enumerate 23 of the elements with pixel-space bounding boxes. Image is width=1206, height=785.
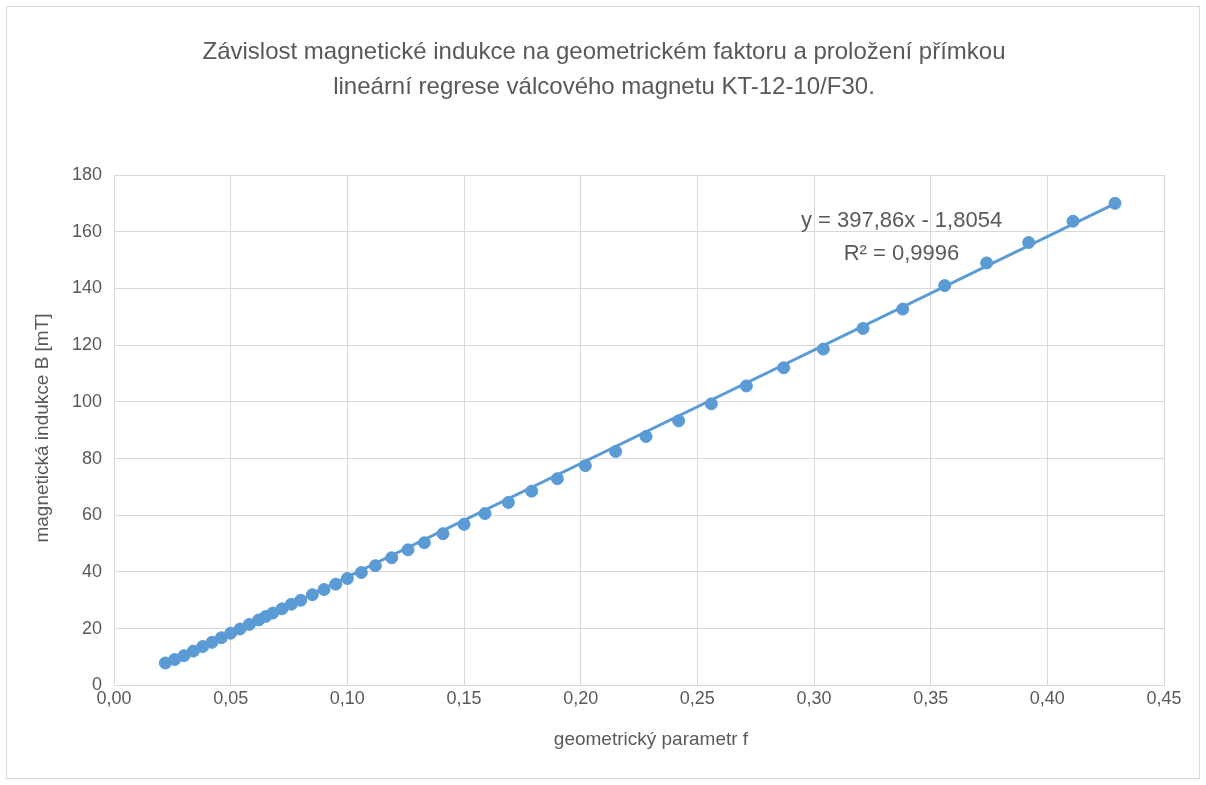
annotation: R² = 0,9996 bbox=[843, 240, 960, 265]
y-axis-title: magnetická indukce B [mT] bbox=[31, 313, 53, 543]
x-axis-title: geometrický parametr f bbox=[552, 728, 750, 750]
y-tick-label: 80 bbox=[82, 447, 103, 468]
x-tick-label: 0,45 bbox=[1146, 688, 1182, 709]
y-tick-label: 100 bbox=[71, 390, 103, 411]
y-tick-label: 140 bbox=[71, 277, 103, 298]
x-tick-label: 0,10 bbox=[329, 688, 365, 709]
x-tick-label: 0,30 bbox=[796, 688, 832, 709]
y-tick-label: 60 bbox=[82, 504, 103, 525]
x-tick-label: 0,20 bbox=[563, 688, 599, 709]
y-tick-label: 160 bbox=[71, 220, 103, 241]
x-tick-label: 0,15 bbox=[446, 688, 482, 709]
x-tick-label: 0,25 bbox=[679, 688, 715, 709]
y-tick-label: 120 bbox=[71, 334, 103, 355]
y-tick-label: 20 bbox=[82, 617, 103, 638]
x-tick-label: 0,35 bbox=[913, 688, 949, 709]
y-tick-label: 40 bbox=[82, 560, 103, 581]
annotation: y = 397,86x - 1,8054 bbox=[800, 207, 1003, 232]
y-tick-label: 180 bbox=[71, 163, 103, 184]
chart-title: Závislost magnetické indukce na geometrickém faktoru a proložení přímkou lineární regrese válcového magnetu KT-12-10/F30. bbox=[201, 36, 1007, 101]
x-tick-label: 0,05 bbox=[213, 688, 249, 709]
x-tick-label: 0,40 bbox=[1029, 688, 1065, 709]
